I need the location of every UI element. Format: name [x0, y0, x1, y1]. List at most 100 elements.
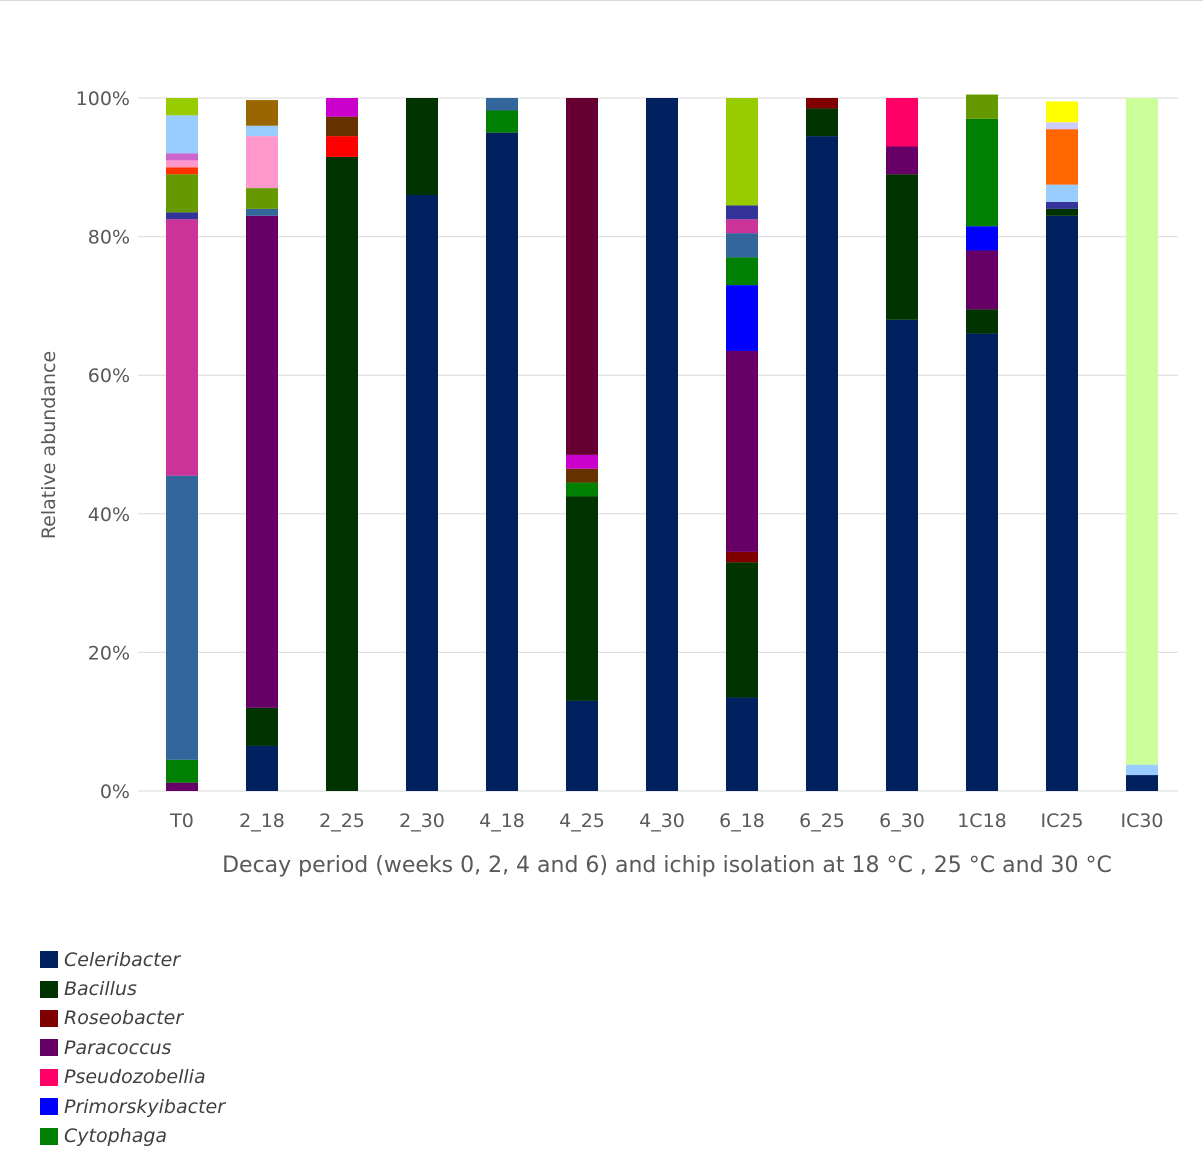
bar-segment [166, 174, 198, 213]
x-tick-label: 4_25 [559, 810, 605, 832]
bar-segment [406, 195, 438, 791]
bar-segment [326, 156, 358, 791]
y-tick-label: 80% [88, 227, 130, 249]
bar-segment [166, 475, 198, 760]
bar-segment [886, 319, 918, 791]
legend-swatch [40, 1098, 58, 1116]
bar-segment [806, 136, 838, 792]
legend-item: Primorskyibacter [40, 1092, 225, 1121]
bar-segment [486, 110, 518, 133]
legend-label: Celeribacter [64, 948, 181, 971]
legend-item: Roseobacter [40, 1004, 225, 1033]
bar-segment [406, 98, 438, 196]
bar-segment [246, 745, 278, 791]
x-tick-label: 6_25 [799, 810, 845, 832]
y-tick-label: 40% [88, 504, 130, 526]
x-tick-label: 6_30 [879, 810, 925, 832]
bar-segment [246, 125, 278, 137]
bar-segment [726, 219, 758, 234]
x-axis-tick-labels: T0 2_18 2_25 2_30 4_18 4_25 4_30 6_18 6_25 6_30 1C… [169, 810, 1163, 832]
x-tick-label: 4_18 [479, 810, 525, 832]
bar-segment [726, 551, 758, 563]
x-tick-label: 2_30 [399, 810, 445, 832]
bar-segment [1046, 215, 1078, 791]
legend-item: Pseudozobellia [40, 1063, 225, 1092]
bar-segment [166, 115, 198, 154]
bar-segment [486, 98, 518, 111]
bar-segment [246, 188, 278, 209]
bar-segment [566, 98, 598, 455]
bar-segment [726, 233, 758, 258]
bar-segment [166, 167, 198, 175]
legend-label: Pseudozobellia [64, 1066, 206, 1089]
bar-segment [326, 136, 358, 157]
bar-segment [966, 118, 998, 227]
bar-segment [566, 482, 598, 497]
y-tick-label: 0% [100, 781, 130, 803]
bar-segment [486, 132, 518, 791]
x-tick-label: T0 [169, 810, 194, 832]
legend-swatch [40, 951, 58, 969]
x-tick-label: 2_25 [319, 810, 365, 832]
bar-segment [166, 759, 198, 783]
x-axis-label: Decay period (weeks 0, 2, 4 and 6) and i… [222, 853, 1112, 878]
bar-segment [166, 219, 198, 476]
legend-item: Cytophaga [40, 1121, 225, 1150]
bar-segment [166, 212, 198, 220]
bar-segment [326, 98, 358, 117]
x-tick-label: 6_18 [719, 810, 765, 832]
legend-swatch [40, 980, 58, 998]
bar-segment [966, 94, 998, 119]
y-axis-label: Relative abundance [38, 351, 60, 539]
bar-segment [726, 98, 758, 206]
legend: Celeribacter Bacillus Roseobacter Paracoccu… [40, 945, 225, 1151]
x-tick-label: IC25 [1040, 810, 1083, 832]
bar-segment [1046, 184, 1078, 202]
bar-segment [246, 136, 278, 189]
y-tick-label: 100% [76, 88, 130, 110]
bar-segment [886, 174, 918, 320]
x-tick-label: 2_18 [239, 810, 285, 832]
x-tick-label: 4_30 [639, 810, 685, 832]
legend-swatch [40, 1127, 58, 1145]
bar-segment [966, 333, 998, 791]
bar-segment [566, 454, 598, 469]
bar-segment [166, 98, 198, 116]
bar-segment [726, 257, 758, 286]
bar-segment [1126, 98, 1158, 765]
bar-segment [726, 350, 758, 552]
legend-item: Celeribacter [40, 945, 225, 974]
bar-segment [726, 285, 758, 351]
bar-segment [246, 707, 278, 746]
bar-segment [806, 98, 838, 109]
bar-segment [1046, 129, 1078, 185]
bar-segment [166, 153, 198, 161]
bar-segment [806, 108, 838, 137]
bar-segment [246, 100, 278, 126]
bar-segment [726, 697, 758, 791]
legend-swatch [40, 1068, 58, 1086]
bar-segment [1046, 201, 1078, 209]
x-tick-label: 1C18 [957, 810, 1007, 832]
legend-swatch [40, 1009, 58, 1027]
bar-segment [726, 205, 758, 220]
bar-segment [566, 700, 598, 791]
y-tick-label: 20% [88, 642, 130, 664]
y-tick-label: 60% [88, 365, 130, 387]
legend-item: Paracoccus [40, 1033, 225, 1062]
bar-segment [1046, 122, 1078, 130]
legend-item: Bacillus [40, 974, 225, 1003]
bar-segment [1046, 208, 1078, 216]
bar-segment [966, 250, 998, 310]
bar-segment [246, 215, 278, 708]
bar-segment [326, 116, 358, 137]
legend-swatch [40, 1039, 58, 1057]
bar-segment [1126, 775, 1158, 791]
stacked-bar-chart: 0% 20% 40% 60% 80% 100% T0 2_18 2_25 2_30 4_18 4_2… [38, 88, 1178, 878]
legend-label: Primorskyibacter [64, 1095, 226, 1118]
bar-segment [1126, 764, 1158, 776]
bar-segment [966, 226, 998, 251]
x-tick-label: IC30 [1120, 810, 1163, 832]
bar-segment [166, 782, 198, 791]
